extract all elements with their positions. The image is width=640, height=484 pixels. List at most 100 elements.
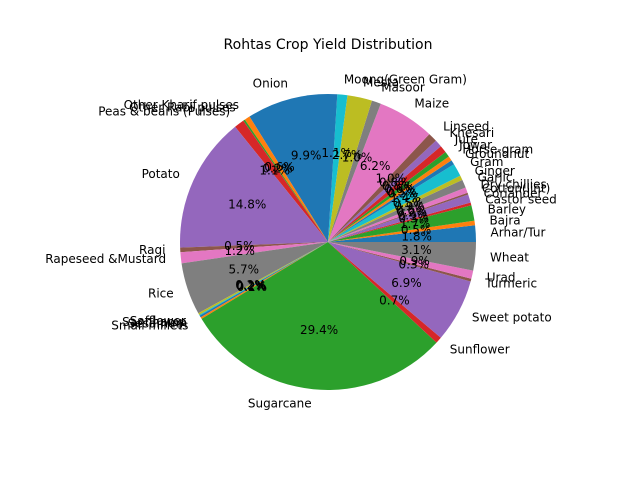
slice-label-turmeric: Turmeric bbox=[484, 276, 537, 290]
slice-pct-jute: 0.8% bbox=[382, 179, 413, 193]
slice-label-rice: Rice bbox=[148, 286, 174, 300]
slice-pct-gram: 1.4% bbox=[390, 191, 421, 205]
slice-pct-linseed: 1.0% bbox=[376, 172, 407, 186]
slice-pct-ragi: 0.5% bbox=[224, 239, 255, 253]
slice-label-maize: Maize bbox=[414, 96, 449, 110]
slice-pct-small-millets: 0.2% bbox=[237, 280, 268, 294]
slice-pct-mesta: 2.7% bbox=[332, 148, 363, 162]
slice-pct-maize: 6.2% bbox=[360, 159, 391, 173]
pie-slice-sunflower bbox=[328, 242, 441, 343]
slice-pct-safflower: 0.2% bbox=[235, 278, 266, 292]
pie-slice-rice bbox=[181, 242, 328, 314]
slice-pct-potato: 14.8% bbox=[228, 198, 266, 212]
pie-slice-safflower bbox=[198, 242, 328, 315]
slice-pct-turmeric: 0.3% bbox=[399, 257, 430, 271]
slice-label-dry-chillies: Dry chillies bbox=[480, 177, 546, 191]
slice-label-moong-green-gram: Moong(Green Gram) bbox=[344, 72, 467, 86]
pie-slice-khesari bbox=[328, 140, 441, 242]
pie-slice-wheat bbox=[328, 242, 476, 271]
slice-label-gram: Gram bbox=[470, 155, 503, 169]
pie-slice-small-millets bbox=[200, 242, 328, 319]
slice-label-horse-gram: Horse-gram bbox=[462, 143, 533, 157]
slice-label-sugarcane: Sugarcane bbox=[248, 396, 312, 410]
slice-label-groundnut: Groundnut bbox=[465, 147, 529, 161]
slice-label-masoor: Masoor bbox=[381, 81, 425, 95]
pie-slice-other-kharif-pulses bbox=[244, 116, 328, 242]
slice-pct-garlic: 0.9% bbox=[394, 199, 425, 213]
slice-label-sannhamp: Sannhamp bbox=[122, 315, 186, 329]
slice-pct-rice: 5.7% bbox=[229, 263, 260, 277]
pie-slice-sugarcane bbox=[201, 242, 437, 390]
slice-pct-other-rabi-pulses: 0.2% bbox=[262, 161, 293, 175]
slice-pct-moong-green-gram: 1.1% bbox=[321, 146, 352, 160]
slice-label-bajra: Bajra bbox=[489, 214, 520, 228]
slice-label-other-rabi-pulses: Other Rabi pulses bbox=[129, 100, 236, 114]
slice-label-rapeseed-mustard: Rapeseed &Mustard bbox=[45, 252, 166, 266]
slice-label-sunflower: Sunflower bbox=[450, 343, 510, 357]
pie-slice-maize bbox=[328, 103, 430, 242]
pie-slice-groundnut bbox=[328, 160, 454, 242]
slice-label-jowar: Jowar bbox=[458, 138, 492, 152]
pie-slice-dry-chillies bbox=[328, 187, 468, 242]
slice-pct-horse-gram: 0.5% bbox=[386, 184, 417, 198]
slice-label-small-millets: Small millets bbox=[111, 318, 188, 332]
pie-slice-urad bbox=[328, 242, 474, 279]
slice-label-other-kharif-pulses: Other Kharif pulses bbox=[124, 98, 239, 112]
slice-pct-bajra: 0.5% bbox=[401, 223, 432, 237]
slice-pct-groundnut: 0.5% bbox=[388, 187, 419, 201]
pie-slice-turmeric bbox=[328, 242, 472, 282]
pie-slice-gram bbox=[328, 164, 461, 242]
slice-pct-other-kharif-pulses: 0.6% bbox=[264, 160, 295, 174]
slice-label-wheat: Wheat bbox=[490, 250, 529, 264]
pie-slice-potato bbox=[180, 126, 328, 248]
slice-label-castor-seed: Castor seed bbox=[485, 193, 556, 207]
slice-pct-wheat: 3.1% bbox=[401, 243, 432, 257]
pie-slice-sannhamp bbox=[199, 242, 328, 316]
slice-pct-arhar-tur: 1.8% bbox=[401, 229, 432, 243]
pie-slice-coriander bbox=[328, 194, 471, 242]
slice-pct-rapeseed-mustard: 1.2% bbox=[224, 244, 255, 258]
slice-pct-coriander: 0.9% bbox=[398, 208, 429, 222]
slice-label-arhar-tur: Arhar/Tur bbox=[491, 225, 546, 239]
slice-label-linseed: Linseed bbox=[443, 119, 489, 133]
slice-label-potato: Potato bbox=[142, 167, 180, 181]
pie-slice-jute bbox=[328, 146, 446, 242]
slice-pct-onion: 9.9% bbox=[291, 148, 322, 162]
slice-pct-cotton-lint: 0.2% bbox=[397, 205, 428, 219]
slice-label-coriander: Coriander bbox=[484, 187, 543, 201]
pie-slice-linseed bbox=[328, 134, 436, 242]
slice-pct-sunflower: 0.7% bbox=[379, 293, 410, 307]
pie-slice-masoor bbox=[328, 100, 381, 242]
pie-slice-sesamum bbox=[199, 242, 328, 318]
slice-label-ragi: Ragi bbox=[139, 243, 165, 257]
slice-label-barley: Barley bbox=[488, 202, 526, 216]
slice-label-sesamum: Sesamum bbox=[128, 316, 188, 330]
slice-label-jute: Jute bbox=[454, 132, 478, 146]
chart-title: Rohtas Crop Yield Distribution bbox=[224, 37, 433, 53]
slice-label-ginger: Ginger bbox=[475, 164, 515, 178]
slice-pct-urad: 0.9% bbox=[399, 254, 430, 268]
pie-slices bbox=[180, 93, 476, 390]
slice-label-safflower: Safflower bbox=[130, 314, 186, 328]
slice-pct-khesari: 0.8% bbox=[379, 175, 410, 189]
pie-slice-rapeseed-mustard bbox=[180, 242, 328, 264]
slice-pct-ginger: 0.5% bbox=[393, 196, 424, 210]
slice-label-urad: Urad bbox=[487, 271, 516, 285]
pie-slice-castor-seed bbox=[328, 202, 472, 242]
slice-pct-sweet-potato: 6.9% bbox=[391, 276, 422, 290]
pie-slice-cotton-lint bbox=[328, 192, 469, 242]
slice-pct-dry-chillies: 0.6% bbox=[396, 203, 427, 217]
pie-slice-peas-beans-pulses bbox=[235, 120, 328, 242]
slice-pct-sugarcane: 29.4% bbox=[300, 323, 338, 337]
pie-slice-garlic bbox=[328, 179, 466, 242]
pie-slice-bajra bbox=[328, 220, 476, 242]
pie-slice-sweet-potato bbox=[328, 242, 471, 338]
slice-pct-sesamum: 0.2% bbox=[236, 279, 267, 293]
pie-slice-ragi bbox=[180, 242, 328, 253]
slice-pct-sannhamp: 0.1% bbox=[236, 278, 267, 292]
slice-pct-barley: 1.7% bbox=[400, 217, 431, 231]
slice-label-garlic: Garlic bbox=[478, 170, 513, 184]
slice-label-khesari: Khesari bbox=[449, 126, 494, 140]
